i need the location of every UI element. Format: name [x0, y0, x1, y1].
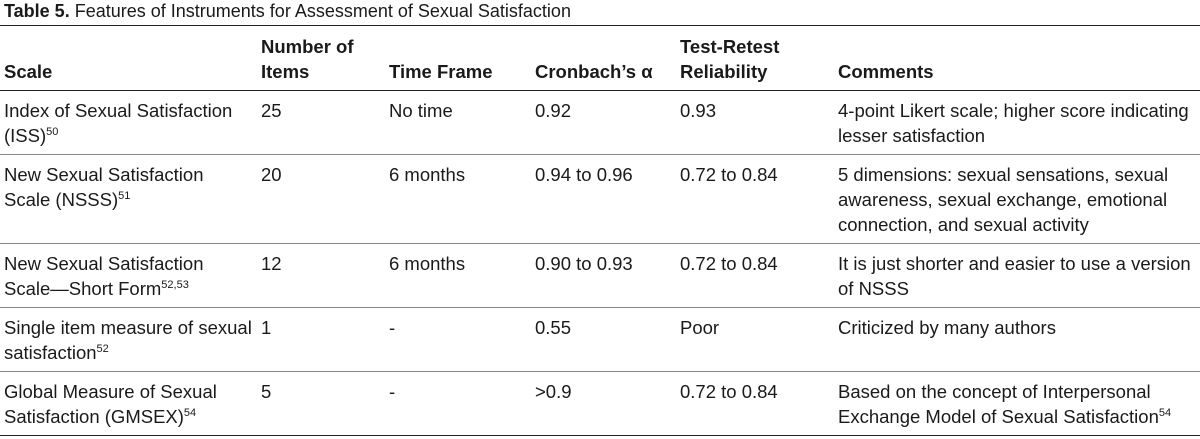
cell-items: 20: [261, 164, 282, 185]
cell-retest: 0.72 to 0.84: [680, 253, 778, 274]
cell-retest: 0.93: [680, 100, 717, 121]
cell-time-frame: -: [389, 317, 396, 338]
table-row: Index of Sexual Satisfaction (ISS)50 25 …: [0, 91, 1200, 155]
header-test-retest: Test-Retest Reliability: [680, 36, 780, 82]
cell-retest: Poor: [680, 317, 720, 338]
cell-items: 25: [261, 100, 282, 121]
cell-scale: New Sexual Satisfaction Scale—Short Form…: [4, 253, 204, 299]
cell-items: 12: [261, 253, 282, 274]
cell-comments: Based on the concept of Interpersonal Ex…: [838, 381, 1172, 427]
cell-scale: Single item measure of sexual satisfacti…: [4, 317, 252, 363]
table-row: New Sexual Satisfaction Scale—Short Form…: [0, 244, 1200, 308]
cell-items: 5: [261, 381, 272, 402]
cell-alpha: 0.55: [535, 317, 572, 338]
cell-alpha: >0.9: [535, 381, 572, 402]
cell-time-frame: No time: [389, 100, 453, 121]
cell-time-frame: 6 months: [389, 253, 466, 274]
cell-comments: Criticized by many authors: [838, 317, 1056, 338]
cell-alpha: 0.92: [535, 100, 572, 121]
cell-alpha: 0.90 to 0.93: [535, 253, 633, 274]
cell-comments: 4-point Likert scale; higher score indic…: [838, 100, 1189, 146]
table-row: Single item measure of sexual satisfacti…: [0, 308, 1200, 372]
cell-scale: New Sexual Satisfaction Scale (NSSS)51: [4, 164, 204, 210]
table-row: Global Measure of Sexual Satisfaction (G…: [0, 372, 1200, 436]
table-caption-label: Table 5.: [4, 1, 70, 21]
header-time-frame: Time Frame: [389, 61, 493, 82]
cell-alpha: 0.94 to 0.96: [535, 164, 633, 185]
header-comments: Comments: [838, 61, 934, 82]
cell-scale: Global Measure of Sexual Satisfaction (G…: [4, 381, 217, 427]
cell-items: 1: [261, 317, 272, 338]
header-scale: Scale: [4, 61, 53, 82]
cell-scale: Index of Sexual Satisfaction (ISS)50: [4, 100, 233, 146]
cell-time-frame: 6 months: [389, 164, 466, 185]
cell-comments: It is just shorter and easier to use a v…: [838, 253, 1191, 299]
instruments-table: Scale Number of Items Time Frame Cronbach…: [0, 25, 1200, 436]
header-items: Number of Items: [261, 36, 354, 82]
cell-time-frame: -: [389, 381, 396, 402]
header-row: Scale Number of Items Time Frame Cronbach…: [0, 25, 1200, 91]
cell-retest: 0.72 to 0.84: [680, 381, 778, 402]
table-caption-text: Features of Instruments for Assessment o…: [74, 1, 571, 21]
cell-comments: 5 dimensions: sexual sensations, sexual …: [838, 164, 1169, 235]
cell-retest: 0.72 to 0.84: [680, 164, 778, 185]
header-cronbach-alpha: Cronbach’s α: [535, 61, 653, 82]
table-caption: Table 5. Features of Instruments for Ass…: [4, 0, 571, 22]
table-row: New Sexual Satisfaction Scale (NSSS)51 2…: [0, 155, 1200, 244]
